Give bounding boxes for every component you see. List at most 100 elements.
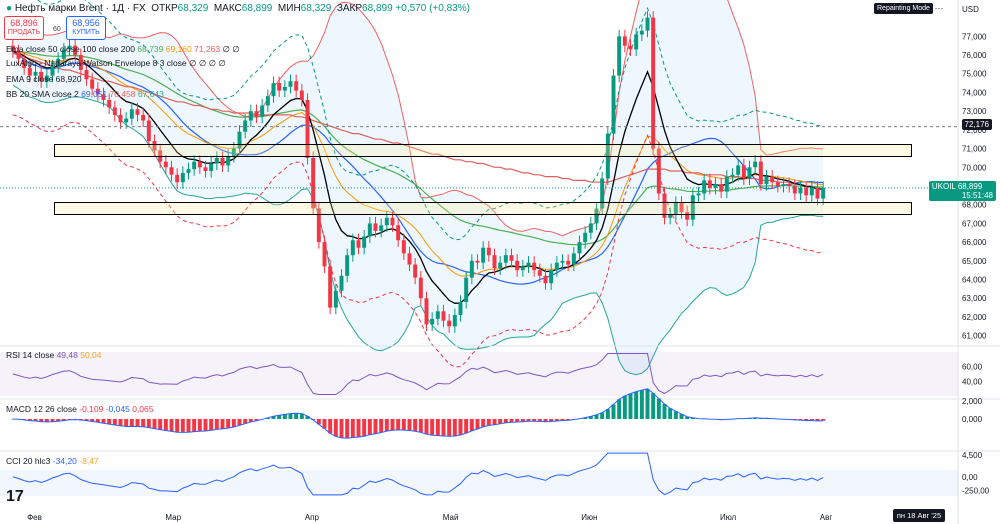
candle-body [696,193,701,196]
repainting-mode-badge[interactable]: Repainting Mode [874,3,933,14]
download-icon[interactable]: ⤓ [928,3,932,13]
candle-body [163,161,168,168]
macd-histogram-bar [594,414,599,419]
candle-body [95,88,100,95]
macd-histogram-bar [356,419,361,438]
candle-body [294,81,299,91]
macd-histogram-bar [277,415,282,419]
candle-body [566,260,571,265]
bb-upper-value: 70,458 [109,89,136,99]
macd-histogram-bar [549,419,554,422]
cci-legend[interactable]: CCI 20 hlc3 -34,20 -8,47 [6,456,99,466]
bb-lower-line [12,84,824,376]
sell-button[interactable]: 68,896 ПРОДАТЬ [4,16,44,40]
candle-body [10,45,15,52]
candle-body [50,66,55,76]
macd-histogram-bar [197,419,202,432]
candle-body [532,262,537,271]
macd-tick-label: 2,000 [962,397,983,406]
y-tick-label: 66,000 [962,238,987,247]
more-icon[interactable]: ⋯ [934,3,944,13]
cci-tick-label: 4,500 [962,451,983,460]
last-price-value: 68,899 [957,182,983,191]
rsi-legend[interactable]: RSI 14 close 49,48 50,04 [6,350,102,360]
symbol-header: ● Нефть марки Brent · 1Д · FX ОТКР68,329… [6,3,470,14]
candle-body [662,193,667,218]
candle-body [407,253,412,265]
support-zone[interactable] [54,202,912,215]
macd-histogram-bar [600,412,605,419]
macd-histogram-bar [617,399,622,419]
symbol-title[interactable]: Нефть марки Brent · 1Д · FX [14,3,146,14]
candle-body [815,187,820,199]
candle-body [231,148,236,157]
macd-histogram-bar [554,419,559,422]
candle-body [61,49,66,59]
macd-legend[interactable]: MACD 12 26 close -0,109 -0,045 0,065 [6,404,154,414]
macd-histogram-bar [611,404,616,419]
candle-body [146,120,151,142]
candle-body [435,311,440,319]
currency-label[interactable]: USD [962,5,979,14]
ema-na-1: ∅ [222,44,230,54]
macd-histogram-bar [430,419,435,436]
candle-body [679,202,684,213]
candle-body [339,275,344,291]
macd-histogram-bar [634,391,639,419]
candle-body [260,105,265,117]
macd-histogram-bar [753,417,758,419]
candle-body [549,270,554,284]
luxalgo-legend[interactable]: LuxAlgo - Nadaraya-Watson Envelope 8 3 c… [6,58,226,69]
macd-histogram-bar [673,411,678,419]
candle-body [197,161,202,168]
macd-histogram-bar [441,419,446,436]
candle-body [492,255,497,269]
macd-histogram-bar [435,419,440,436]
crosshair-price-badge: 72,176 [961,119,992,130]
rsi-line [12,353,824,395]
macd-histogram-bar [27,419,32,421]
candle-body [611,75,616,134]
last-price-badge: UKOIL 68,899 15:51:48 [928,181,996,201]
macd-histogram-bar [622,395,627,419]
ema50-line [12,50,824,246]
cci-legend-label: CCI 20 hlc3 [6,456,51,466]
candle-body [520,266,525,271]
candle-body [33,71,38,76]
bb-legend[interactable]: BB 20 SMA close 2 69,051 70,458 67,643 [6,89,164,99]
spread-value: 60 [53,26,61,33]
candle-body [175,174,180,183]
candle-body [56,58,61,67]
candle-body [554,262,559,271]
macd-histogram-bar [294,413,299,419]
macd-histogram-bar [379,419,384,433]
ema9-legend[interactable]: EMA 9 close 68,920 [6,74,82,84]
tradingview-logo[interactable]: 17 [6,488,24,505]
x-tick-label: Фев [27,513,42,522]
ema9-line [12,50,824,304]
macd-histogram-bar [475,419,480,430]
ema-na-2: ∅ [232,44,240,54]
macd-histogram-bar [418,419,423,433]
candle-body [481,247,486,263]
macd-histogram-bar [141,419,146,427]
candle-body [356,240,361,248]
macd-histogram-bar [583,417,588,419]
symbol-status-icon: ● [6,3,13,14]
luxalgo-legend-label: LuxAlgo - Nadaraya-Watson Envelope 8 3 c… [6,58,187,68]
resistance-zone[interactable] [54,144,912,157]
candle-body [418,277,423,299]
buy-button[interactable]: 68,956 КУПИТЬ [66,16,106,40]
candle-body [639,30,644,35]
candle-body [67,45,72,50]
candle-body [237,131,242,149]
macd-histogram-bar [101,419,106,424]
macd-legend-label: MACD 12 26 close [6,404,77,414]
candle-body [311,157,316,209]
candle-body [707,180,712,188]
macd-histogram-bar [50,419,55,422]
candle-body [350,240,355,256]
ema-legend[interactable]: Ema close 50 close 100 close 200 68,739 … [6,44,240,55]
y-tick-label: 72,000 [962,126,987,135]
